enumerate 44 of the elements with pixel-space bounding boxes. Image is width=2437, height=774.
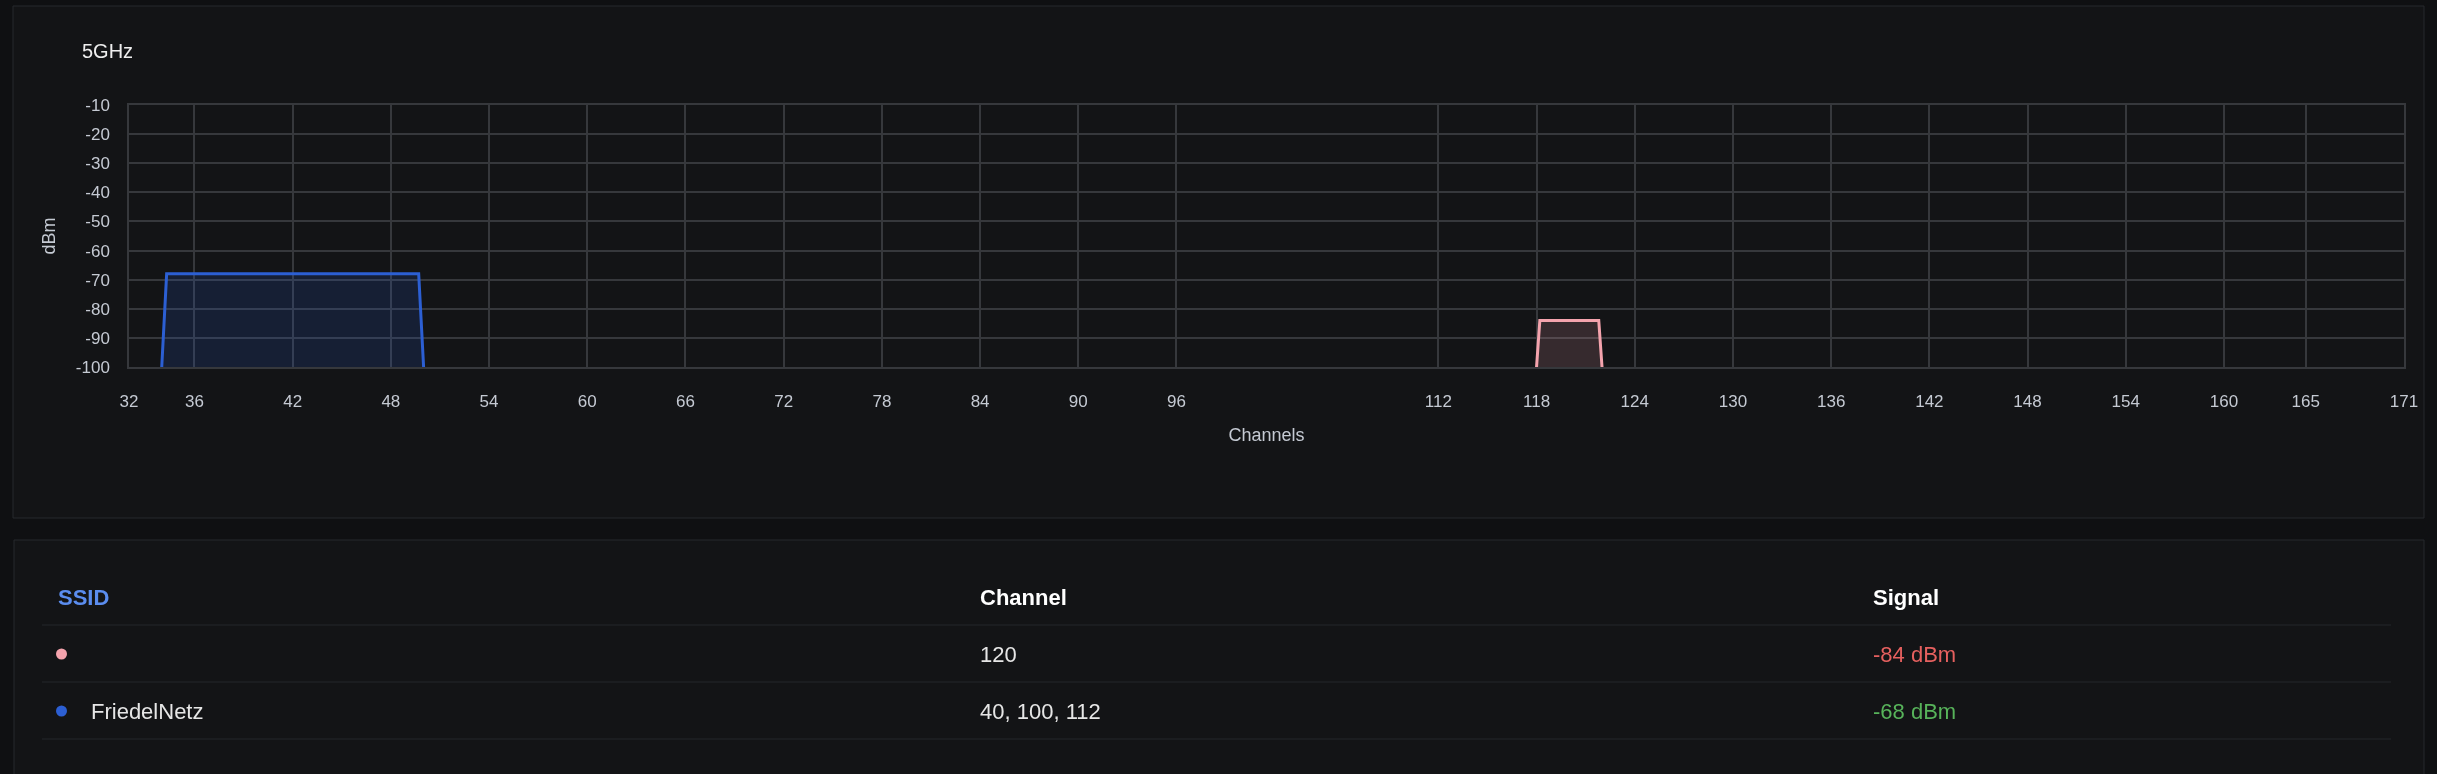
x-tick-label: 48: [381, 392, 401, 412]
y-tick-label: -20: [85, 125, 110, 145]
x-tick-label: 78: [872, 392, 892, 412]
x-tick-label: 36: [185, 392, 204, 412]
y-tick-label: -90: [85, 328, 110, 348]
data-label: 40, 100, 112: [980, 699, 1101, 724]
x-tick-label: 160: [2209, 392, 2239, 412]
y-tick-label: -100: [75, 357, 110, 377]
category-label: SSID: [58, 585, 110, 610]
category-label: Signal: [1873, 585, 1940, 610]
x-tick-label: 96: [1167, 392, 1186, 412]
x-tick-label: 84: [970, 392, 990, 412]
x-tick-label: 118: [1523, 392, 1551, 412]
x-tick-label: 154: [2111, 392, 2140, 412]
y-tick-label: -60: [85, 241, 110, 261]
chart-title: 5GHz: [82, 40, 134, 62]
data-label: 120: [980, 642, 1017, 667]
x-tick-label: 130: [1718, 392, 1748, 412]
y-tick-label: -30: [85, 154, 110, 174]
x-tick-label: 171: [2389, 392, 2419, 412]
y-axis-title: dBm: [38, 217, 59, 255]
x-tick-label: 66: [676, 392, 695, 412]
x-axis-title: Channels: [1228, 424, 1305, 445]
x-tick-label: 60: [577, 392, 597, 412]
x-tick-label: 54: [479, 392, 499, 412]
legend-label: FriedelNetz: [91, 699, 204, 724]
x-tick-label: 142: [1915, 392, 1944, 412]
y-tick-label: -10: [85, 95, 110, 115]
x-tick-label: 32: [119, 392, 139, 412]
x-tick-label: 165: [2291, 392, 2320, 412]
x-tick-label: 112: [1424, 392, 1452, 412]
x-tick-label: 42: [283, 392, 303, 412]
y-tick-label: -50: [85, 212, 110, 232]
data-label: -68 dBm: [1873, 699, 1957, 724]
category-label: Channel: [980, 585, 1067, 610]
x-tick-label: 90: [1068, 392, 1088, 412]
y-tick-label: -80: [85, 299, 110, 319]
x-tick-label: 124: [1620, 392, 1649, 412]
x-tick-label: 136: [1816, 392, 1846, 412]
y-tick-label: -40: [85, 183, 110, 203]
x-tick-label: 72: [774, 392, 794, 412]
data-label: -84 dBm: [1873, 642, 1957, 667]
y-tick-label: -70: [85, 270, 110, 290]
x-tick-label: 148: [2013, 392, 2042, 412]
